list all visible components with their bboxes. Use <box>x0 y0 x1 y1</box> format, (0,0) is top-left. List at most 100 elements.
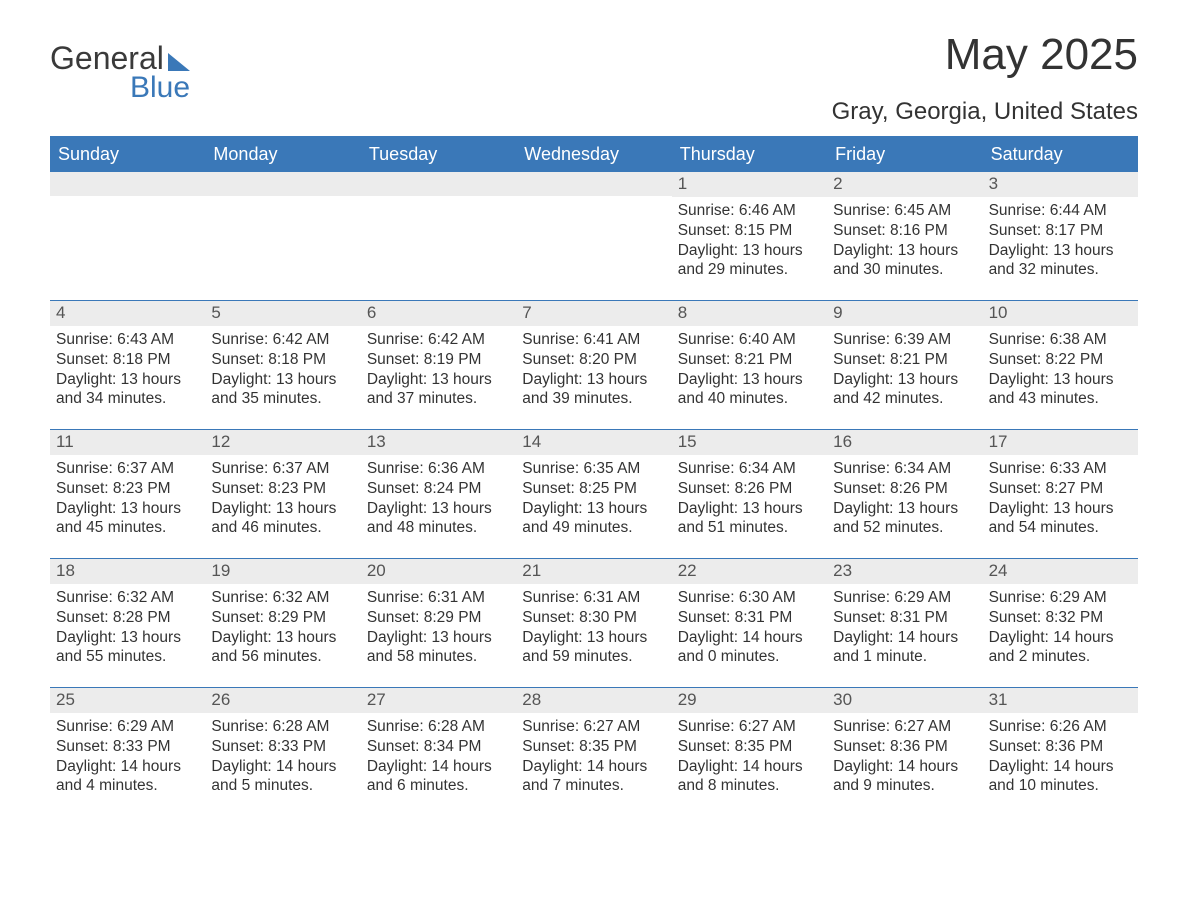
day-number: 27 <box>361 688 516 713</box>
sunset-line: Sunset: 8:36 PM <box>989 737 1132 757</box>
day-cell: 22Sunrise: 6:30 AMSunset: 8:31 PMDayligh… <box>672 559 827 687</box>
daylight-line: Daylight: 13 hours and 58 minutes. <box>367 628 510 668</box>
sunrise-line: Sunrise: 6:40 AM <box>678 330 821 350</box>
sunrise-label: Sunrise: <box>833 460 894 477</box>
day-body: Sunrise: 6:32 AMSunset: 8:29 PMDaylight:… <box>205 584 360 667</box>
day-cell: 4Sunrise: 6:43 AMSunset: 8:18 PMDaylight… <box>50 301 205 429</box>
day-body: Sunrise: 6:31 AMSunset: 8:30 PMDaylight:… <box>516 584 671 667</box>
sunrise-line: Sunrise: 6:43 AM <box>56 330 199 350</box>
day-cell <box>516 172 671 300</box>
sunset-value: 8:31 PM <box>735 609 793 626</box>
sunrise-line: Sunrise: 6:28 AM <box>367 717 510 737</box>
daylight-label: Daylight: <box>833 629 898 646</box>
month-title: May 2025 <box>832 30 1138 80</box>
sunset-label: Sunset: <box>56 738 113 755</box>
day-number: 26 <box>205 688 360 713</box>
sunset-label: Sunset: <box>211 738 268 755</box>
dow-header-row: SundayMondayTuesdayWednesdayThursdayFrid… <box>50 138 1138 171</box>
daylight-label: Daylight: <box>211 500 276 517</box>
week-row: 11Sunrise: 6:37 AMSunset: 8:23 PMDayligh… <box>50 429 1138 558</box>
day-number: 3 <box>983 172 1138 197</box>
sunrise-value: 6:41 AM <box>583 331 640 348</box>
day-number: 6 <box>361 301 516 326</box>
sunrise-value: 6:30 AM <box>739 589 796 606</box>
day-number: 4 <box>50 301 205 326</box>
sunrise-line: Sunrise: 6:34 AM <box>678 459 821 479</box>
sunset-label: Sunset: <box>367 609 424 626</box>
sunset-label: Sunset: <box>56 480 113 497</box>
day-cell <box>205 172 360 300</box>
day-body: Sunrise: 6:41 AMSunset: 8:20 PMDaylight:… <box>516 326 671 409</box>
sunrise-line: Sunrise: 6:29 AM <box>833 588 976 608</box>
sunrise-label: Sunrise: <box>522 460 583 477</box>
daylight-line: Daylight: 13 hours and 46 minutes. <box>211 499 354 539</box>
sunrise-line: Sunrise: 6:30 AM <box>678 588 821 608</box>
daylight-line: Daylight: 13 hours and 34 minutes. <box>56 370 199 410</box>
day-cell: 9Sunrise: 6:39 AMSunset: 8:21 PMDaylight… <box>827 301 982 429</box>
daylight-line: Daylight: 14 hours and 4 minutes. <box>56 757 199 797</box>
week-row: 1Sunrise: 6:46 AMSunset: 8:15 PMDaylight… <box>50 171 1138 300</box>
sunrise-line: Sunrise: 6:36 AM <box>367 459 510 479</box>
sunrise-label: Sunrise: <box>522 718 583 735</box>
day-body: Sunrise: 6:38 AMSunset: 8:22 PMDaylight:… <box>983 326 1138 409</box>
sunset-line: Sunset: 8:20 PM <box>522 350 665 370</box>
sunrise-line: Sunrise: 6:39 AM <box>833 330 976 350</box>
sunrise-line: Sunrise: 6:38 AM <box>989 330 1132 350</box>
dow-cell: Friday <box>827 138 982 171</box>
sunrise-line: Sunrise: 6:29 AM <box>989 588 1132 608</box>
sunset-line: Sunset: 8:35 PM <box>678 737 821 757</box>
daylight-line: Daylight: 13 hours and 40 minutes. <box>678 370 821 410</box>
day-number: 20 <box>361 559 516 584</box>
daylight-line: Daylight: 14 hours and 9 minutes. <box>833 757 976 797</box>
daylight-line: Daylight: 13 hours and 51 minutes. <box>678 499 821 539</box>
daylight-line: Daylight: 13 hours and 45 minutes. <box>56 499 199 539</box>
sunset-label: Sunset: <box>989 609 1046 626</box>
day-number: 5 <box>205 301 360 326</box>
sunset-value: 8:27 PM <box>1045 480 1103 497</box>
sunset-value: 8:28 PM <box>113 609 171 626</box>
sunset-value: 8:21 PM <box>735 351 793 368</box>
sunrise-value: 6:29 AM <box>1050 589 1107 606</box>
sunset-label: Sunset: <box>522 609 579 626</box>
sunset-line: Sunset: 8:35 PM <box>522 737 665 757</box>
sunrise-label: Sunrise: <box>678 589 739 606</box>
location: Gray, Georgia, United States <box>832 98 1138 126</box>
sunset-value: 8:18 PM <box>268 351 326 368</box>
sunrise-line: Sunrise: 6:37 AM <box>211 459 354 479</box>
sunrise-label: Sunrise: <box>211 460 272 477</box>
sunrise-value: 6:46 AM <box>739 202 796 219</box>
sunrise-line: Sunrise: 6:41 AM <box>522 330 665 350</box>
day-body: Sunrise: 6:46 AMSunset: 8:15 PMDaylight:… <box>672 197 827 280</box>
day-cell: 11Sunrise: 6:37 AMSunset: 8:23 PMDayligh… <box>50 430 205 558</box>
daylight-line: Daylight: 14 hours and 2 minutes. <box>989 628 1132 668</box>
day-cell: 7Sunrise: 6:41 AMSunset: 8:20 PMDaylight… <box>516 301 671 429</box>
sunset-label: Sunset: <box>211 351 268 368</box>
sunset-label: Sunset: <box>367 738 424 755</box>
dow-cell: Tuesday <box>361 138 516 171</box>
sunset-value: 8:30 PM <box>579 609 637 626</box>
sunset-value: 8:29 PM <box>424 609 482 626</box>
daylight-line: Daylight: 14 hours and 5 minutes. <box>211 757 354 797</box>
day-body: Sunrise: 6:28 AMSunset: 8:34 PMDaylight:… <box>361 713 516 796</box>
sunset-value: 8:21 PM <box>890 351 948 368</box>
sunset-label: Sunset: <box>56 351 113 368</box>
day-number: 14 <box>516 430 671 455</box>
sunset-line: Sunset: 8:29 PM <box>211 608 354 628</box>
sunrise-value: 6:37 AM <box>117 460 174 477</box>
sunset-line: Sunset: 8:21 PM <box>833 350 976 370</box>
sunset-value: 8:35 PM <box>735 738 793 755</box>
sunset-line: Sunset: 8:23 PM <box>56 479 199 499</box>
day-body: Sunrise: 6:42 AMSunset: 8:18 PMDaylight:… <box>205 326 360 409</box>
sunrise-value: 6:37 AM <box>273 460 330 477</box>
sunrise-label: Sunrise: <box>56 589 117 606</box>
day-body: Sunrise: 6:33 AMSunset: 8:27 PMDaylight:… <box>983 455 1138 538</box>
day-cell: 3Sunrise: 6:44 AMSunset: 8:17 PMDaylight… <box>983 172 1138 300</box>
sunset-line: Sunset: 8:30 PM <box>522 608 665 628</box>
sunset-line: Sunset: 8:18 PM <box>211 350 354 370</box>
sunset-value: 8:33 PM <box>268 738 326 755</box>
sunrise-line: Sunrise: 6:28 AM <box>211 717 354 737</box>
week-row: 18Sunrise: 6:32 AMSunset: 8:28 PMDayligh… <box>50 558 1138 687</box>
daylight-line: Daylight: 13 hours and 32 minutes. <box>989 241 1132 281</box>
sunrise-line: Sunrise: 6:34 AM <box>833 459 976 479</box>
day-cell: 14Sunrise: 6:35 AMSunset: 8:25 PMDayligh… <box>516 430 671 558</box>
